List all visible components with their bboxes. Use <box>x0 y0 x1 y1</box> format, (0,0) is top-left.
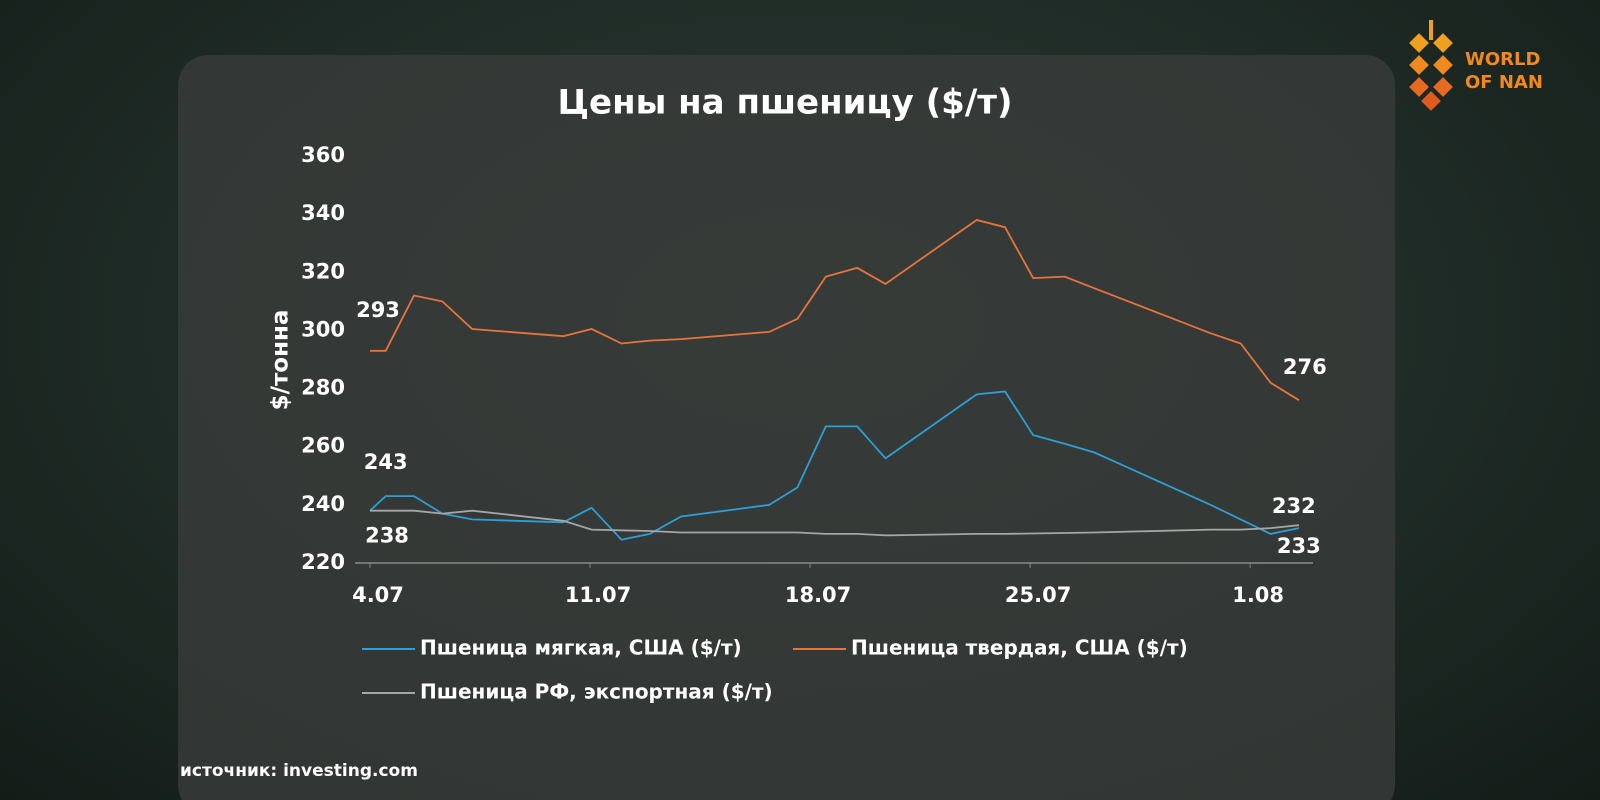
data-label: 293 <box>356 298 400 322</box>
x-tick-label: 18.07 <box>785 583 851 607</box>
logo-shape <box>1409 55 1429 75</box>
chart-title: Цены на пшеницу ($/т) <box>558 83 1013 123</box>
logo-shape <box>1409 77 1429 97</box>
y-axis-label: $/тонна <box>268 310 294 411</box>
x-tick-label: 1.08 <box>1232 583 1284 607</box>
panel <box>178 55 1395 800</box>
y-tick-label: 360 <box>301 143 345 167</box>
legend-label: Пшеница РФ, экспортная ($/т) <box>420 680 773 704</box>
logo-shape <box>1433 33 1453 53</box>
data-label: 238 <box>365 524 409 548</box>
logo-shape <box>1433 77 1453 97</box>
y-tick-label: 320 <box>301 259 345 283</box>
series-line <box>370 509 1299 537</box>
data-label: 232 <box>1272 494 1316 518</box>
data-label: 243 <box>364 450 408 474</box>
logo-shape <box>1421 91 1441 111</box>
y-tick-label: 300 <box>301 317 345 341</box>
logo-shape <box>1409 33 1429 53</box>
y-tick-label: 340 <box>301 201 345 225</box>
y-tick-label: 220 <box>301 550 345 574</box>
x-tick-label: 25.07 <box>1005 583 1071 607</box>
x-tick-label: 4.07 <box>352 583 404 607</box>
logo-shape <box>1433 55 1453 75</box>
series-line <box>370 219 1300 401</box>
legend-label: Пшеница мягкая, США ($/т) <box>420 636 742 660</box>
y-tick-label: 280 <box>301 376 345 400</box>
data-label: 233 <box>1277 534 1321 558</box>
y-tick-label: 240 <box>301 492 345 516</box>
data-label: 276 <box>1283 355 1327 379</box>
x-tick-label: 11.07 <box>565 583 631 607</box>
logo-text: OF NAN <box>1465 72 1543 93</box>
logo: WORLD OF NAN <box>1409 20 1543 111</box>
y-tick-label: 260 <box>301 434 345 458</box>
source: источник: investing.com <box>180 761 418 781</box>
logo-text: WORLD <box>1465 49 1540 70</box>
legend-label: Пшеница твердая, США ($/т) <box>851 636 1188 660</box>
logo-shape <box>1429 20 1433 40</box>
series-line <box>369 390 1300 541</box>
